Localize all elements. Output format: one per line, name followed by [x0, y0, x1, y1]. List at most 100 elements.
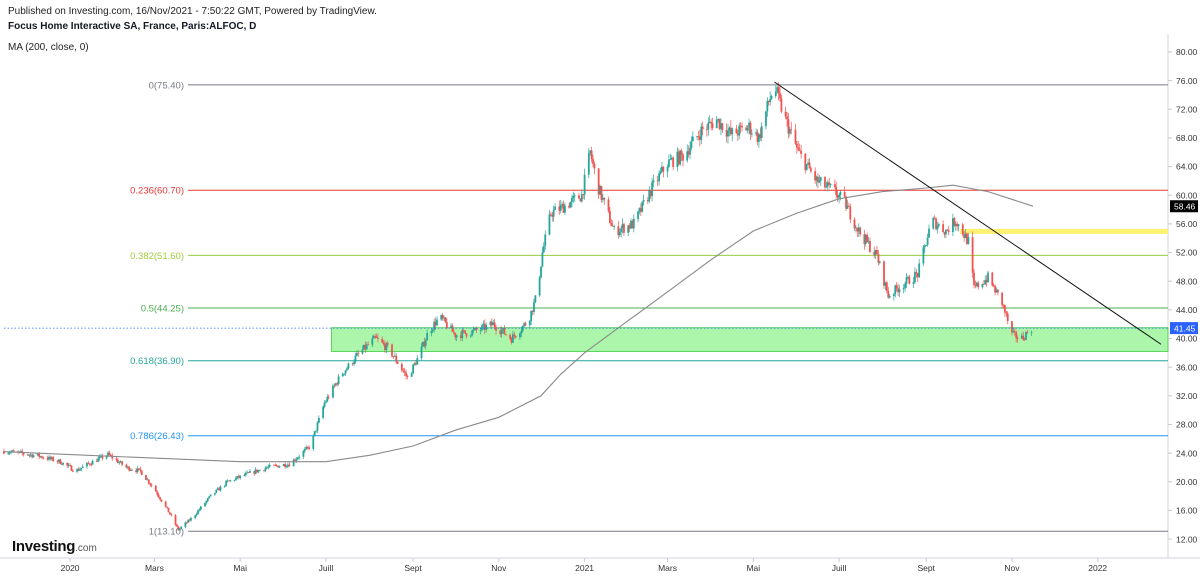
candle-body: [623, 224, 625, 233]
candle-body: [826, 182, 829, 187]
y-tick-label: 24.00: [1176, 448, 1198, 458]
candle-body: [715, 119, 718, 129]
candle-body: [888, 295, 891, 298]
candle-body: [412, 364, 414, 374]
candle-body: [530, 310, 533, 321]
x-tick-label: 2022: [1088, 563, 1107, 573]
x-tick-label: Juill: [832, 563, 847, 573]
candle-body: [825, 186, 828, 188]
candle-body: [50, 457, 53, 459]
candle-body: [578, 195, 580, 199]
candle-body: [856, 227, 859, 232]
candle-body: [843, 191, 846, 197]
candle-body: [190, 518, 192, 521]
candle-body: [807, 162, 810, 165]
candle-body: [600, 185, 603, 200]
candle-body: [725, 130, 728, 137]
candle-body: [375, 336, 378, 338]
candle-body: [774, 91, 777, 97]
candle-body: [204, 502, 206, 507]
candle-body: [88, 463, 91, 465]
fib-label: 0.786(26.43): [130, 431, 184, 442]
x-tick-label: Sept: [917, 563, 935, 573]
x-tick-label: Nov: [1004, 563, 1020, 573]
candle-body: [658, 173, 661, 182]
candle-body: [465, 333, 468, 337]
candle-body: [874, 249, 877, 255]
candle-body: [3, 450, 5, 454]
candle-body: [49, 456, 52, 459]
candle-body: [646, 200, 649, 202]
candle-body: [277, 465, 280, 468]
candle-body: [59, 459, 62, 464]
candle-body: [354, 355, 357, 362]
candle-body: [804, 153, 807, 170]
candle-body: [659, 171, 662, 174]
candle-body: [549, 214, 552, 216]
candle-body: [800, 150, 802, 154]
candle-body: [462, 330, 465, 332]
y-tick-label: 80.00: [1176, 47, 1198, 57]
candle-body: [149, 483, 152, 485]
candle-body: [264, 468, 267, 471]
candle-body: [287, 464, 289, 467]
candle-body: [118, 462, 121, 464]
candle-body: [520, 330, 523, 334]
candle-body: [592, 159, 594, 164]
candle-body: [504, 334, 507, 335]
candle-body: [1005, 312, 1008, 314]
candle-body: [797, 147, 800, 150]
candle-body: [294, 459, 296, 461]
candle-body: [620, 228, 623, 232]
candle-body: [651, 182, 653, 197]
candle-body: [305, 447, 308, 450]
candle-body: [805, 164, 808, 170]
candle-body: [344, 370, 347, 374]
candle-body: [995, 289, 998, 293]
candle-body: [564, 205, 566, 213]
candle-body: [815, 176, 818, 181]
candle-body: [974, 284, 977, 286]
candle-body: [365, 344, 368, 350]
candle-body: [166, 506, 168, 508]
candle-body: [729, 127, 732, 135]
candle-body: [828, 182, 831, 185]
y-axis: 80.00 76.00 72.00 68.00 64.00 60.00 56.00 52.00…: [1168, 47, 1198, 544]
candle-body: [648, 190, 651, 202]
candle-body: [146, 479, 149, 481]
candle-body: [450, 325, 452, 328]
fib-label: 0.5(44.25): [141, 304, 184, 315]
candle-body: [597, 168, 600, 195]
candle-body: [741, 125, 743, 128]
candle-body: [1025, 332, 1027, 340]
candle-body: [582, 194, 585, 196]
candle-body: [396, 361, 399, 364]
candle-body: [707, 122, 710, 130]
y-tick-label: 52.00: [1176, 248, 1198, 258]
candle-body: [416, 358, 419, 365]
candle-body: [1004, 305, 1006, 313]
candle-body: [386, 343, 389, 345]
candle-body: [391, 344, 393, 357]
candle-body: [29, 454, 32, 456]
candle-body: [923, 245, 926, 248]
candle-body: [583, 174, 586, 195]
x-tick-label: Nov: [491, 563, 507, 573]
fib-label: 0.236(60.70): [130, 186, 184, 197]
candle-body: [765, 111, 767, 127]
candle-body: [188, 519, 191, 521]
candle-body: [642, 200, 645, 202]
candle-body: [167, 507, 170, 513]
x-tick-label: Juill: [319, 563, 334, 573]
candle-body: [866, 234, 869, 242]
candle-body: [278, 466, 281, 468]
candle-body: [918, 263, 921, 278]
candle-body: [857, 227, 860, 232]
candle-body: [315, 430, 317, 432]
candle-body: [601, 197, 604, 200]
candle-body: [836, 195, 839, 198]
candle-body: [226, 480, 229, 482]
candle-body: [942, 224, 944, 232]
candle-body: [288, 464, 291, 467]
